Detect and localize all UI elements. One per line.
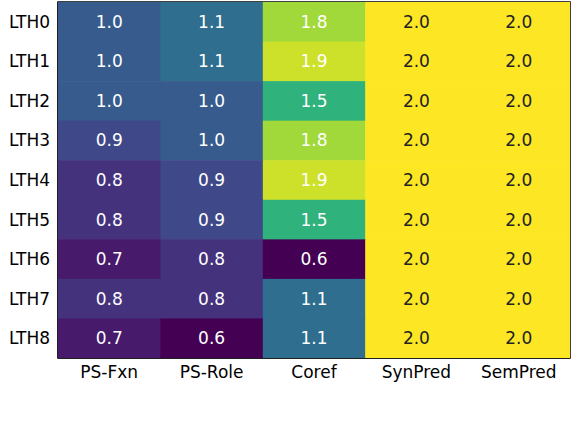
svg-text:1.9: 1.9 <box>300 170 327 190</box>
svg-text:2.0: 2.0 <box>403 249 430 269</box>
svg-text:LTH4: LTH4 <box>9 170 50 190</box>
svg-text:2.0: 2.0 <box>505 289 532 309</box>
svg-text:LTH7: LTH7 <box>9 289 50 309</box>
svg-text:2.0: 2.0 <box>403 51 430 71</box>
svg-text:1.8: 1.8 <box>300 12 327 32</box>
svg-text:2.0: 2.0 <box>403 328 430 348</box>
svg-text:Coref: Coref <box>291 362 337 382</box>
svg-text:0.7: 0.7 <box>96 249 123 269</box>
svg-text:1.0: 1.0 <box>96 51 123 71</box>
svg-text:1.0: 1.0 <box>198 91 225 111</box>
svg-text:1.0: 1.0 <box>198 130 225 150</box>
svg-text:0.9: 0.9 <box>198 170 225 190</box>
svg-text:PS-Fxn: PS-Fxn <box>80 362 138 382</box>
svg-text:0.8: 0.8 <box>198 289 225 309</box>
svg-text:1.9: 1.9 <box>300 51 327 71</box>
svg-text:LTH8: LTH8 <box>9 328 50 348</box>
svg-text:0.8: 0.8 <box>96 170 123 190</box>
svg-text:2.0: 2.0 <box>505 91 532 111</box>
svg-text:2.0: 2.0 <box>403 170 430 190</box>
svg-text:1.1: 1.1 <box>198 12 225 32</box>
svg-text:2.0: 2.0 <box>403 210 430 230</box>
svg-text:2.0: 2.0 <box>505 12 532 32</box>
svg-text:2.0: 2.0 <box>505 210 532 230</box>
svg-text:0.6: 0.6 <box>198 328 225 348</box>
svg-text:0.9: 0.9 <box>96 130 123 150</box>
svg-text:2.0: 2.0 <box>403 91 430 111</box>
svg-text:2.0: 2.0 <box>505 328 532 348</box>
svg-text:0.9: 0.9 <box>198 210 225 230</box>
svg-text:1.1: 1.1 <box>198 51 225 71</box>
svg-text:2.0: 2.0 <box>505 51 532 71</box>
svg-text:0.8: 0.8 <box>198 249 225 269</box>
svg-text:0.7: 0.7 <box>96 328 123 348</box>
svg-text:1.0: 1.0 <box>96 91 123 111</box>
svg-text:SemPred: SemPred <box>481 362 557 382</box>
svg-text:1.1: 1.1 <box>300 328 327 348</box>
svg-text:2.0: 2.0 <box>403 289 430 309</box>
svg-text:1.5: 1.5 <box>300 91 327 111</box>
svg-text:LTH0: LTH0 <box>9 12 50 32</box>
svg-text:1.0: 1.0 <box>96 12 123 32</box>
svg-text:LTH5: LTH5 <box>9 210 50 230</box>
svg-text:1.8: 1.8 <box>300 130 327 150</box>
svg-text:0.6: 0.6 <box>300 249 327 269</box>
svg-text:SynPred: SynPred <box>382 362 451 382</box>
svg-text:0.8: 0.8 <box>96 210 123 230</box>
svg-text:2.0: 2.0 <box>403 130 430 150</box>
svg-text:2.0: 2.0 <box>403 12 430 32</box>
svg-text:LTH3: LTH3 <box>9 130 50 150</box>
svg-text:0.8: 0.8 <box>96 289 123 309</box>
svg-text:LTH1: LTH1 <box>9 51 50 71</box>
svg-text:1.1: 1.1 <box>300 289 327 309</box>
svg-text:LTH2: LTH2 <box>9 91 50 111</box>
svg-text:2.0: 2.0 <box>505 130 532 150</box>
svg-text:2.0: 2.0 <box>505 170 532 190</box>
svg-text:LTH6: LTH6 <box>9 249 50 269</box>
svg-text:1.5: 1.5 <box>300 210 327 230</box>
svg-text:2.0: 2.0 <box>505 249 532 269</box>
svg-text:PS-Role: PS-Role <box>180 362 244 382</box>
